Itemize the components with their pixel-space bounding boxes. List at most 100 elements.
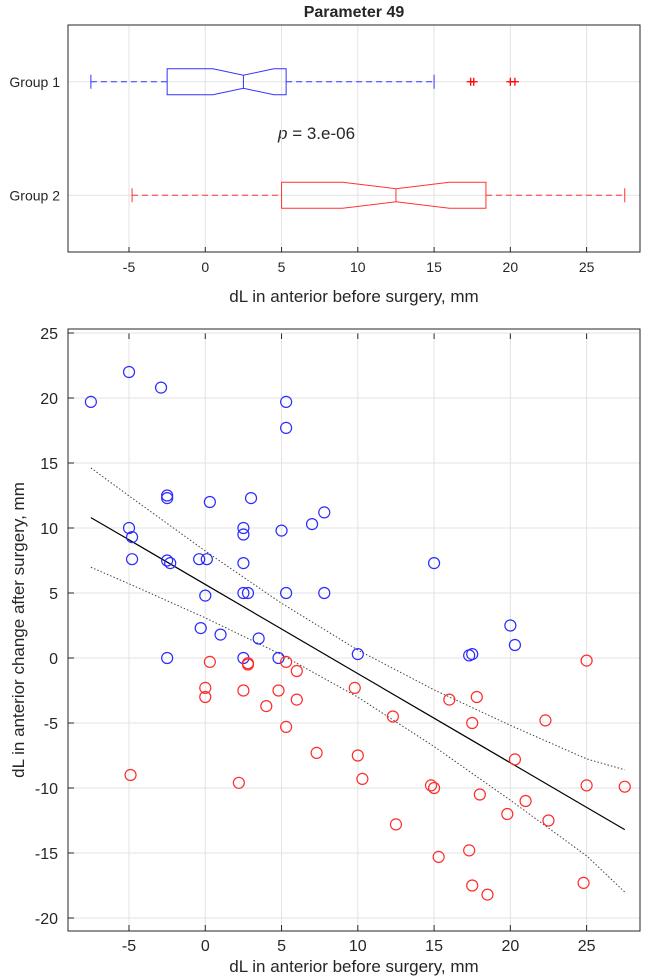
group1-point — [237, 521, 250, 535]
group1-point — [504, 619, 517, 632]
group2-point — [351, 749, 364, 762]
group1-point — [122, 521, 136, 535]
scatter-x-tick-label: 0 — [201, 938, 210, 955]
box-group-label: Group 1 — [9, 74, 60, 90]
group2-point — [618, 780, 631, 793]
group1-point — [237, 586, 250, 600]
group2-point — [542, 814, 555, 827]
outlier-marker — [510, 77, 519, 86]
group1-point — [280, 586, 293, 600]
box-x-tick-label: -5 — [123, 259, 136, 275]
group1-point — [244, 492, 258, 505]
group1-point — [280, 395, 293, 408]
scatter-x-tick-label: 10 — [349, 938, 367, 955]
group1-point — [161, 492, 174, 505]
box-x-tick-label: 15 — [426, 259, 442, 275]
group1-point — [280, 421, 293, 434]
scatter-y-tick-label: -10 — [35, 781, 58, 798]
group2-point — [508, 753, 522, 766]
scatter-xlabel: dL in anterior before surgery, mm — [229, 957, 478, 976]
group2-point — [124, 768, 137, 782]
outlier-marker — [469, 77, 478, 86]
box-title: Parameter 49 — [304, 4, 405, 21]
box-x-tick-label: 20 — [503, 259, 519, 275]
group2-point — [443, 693, 456, 706]
scatter-x-tick-label: -5 — [122, 938, 136, 955]
group2-point — [481, 888, 494, 901]
scatter-x-tick-label: 15 — [425, 938, 443, 955]
group1-point — [193, 553, 206, 566]
group2-point — [427, 781, 441, 795]
group2-point — [501, 807, 514, 821]
scatter-x-tick-label: 25 — [578, 938, 596, 955]
group2-point — [424, 779, 438, 792]
box-group-label: Group 2 — [9, 187, 60, 203]
scatter-y-tick-label: 25 — [40, 326, 58, 343]
group1-point — [272, 651, 285, 665]
notched-box — [281, 181, 487, 209]
group2-point — [389, 818, 403, 831]
group2-point — [466, 716, 479, 730]
scatter-y-tick-label: -20 — [35, 911, 58, 928]
box-x-tick-label: 10 — [350, 259, 366, 275]
group1-point — [237, 528, 250, 541]
group2-point — [356, 772, 369, 786]
box-x-tick-label: 0 — [201, 259, 209, 275]
group2-point — [466, 879, 479, 892]
scatter-y-tick-label: 10 — [40, 521, 58, 538]
scatter-y-tick-label: 15 — [40, 456, 58, 473]
group2-point — [280, 655, 293, 669]
ci-upper-line — [90, 467, 625, 771]
box-xlabel: dL in anterior before surgery, mm — [229, 287, 478, 306]
group2-point — [241, 658, 255, 671]
group2-point — [473, 788, 486, 801]
group1-point — [305, 517, 319, 531]
box-x-tick-label: 5 — [278, 259, 286, 275]
group2-point — [386, 710, 399, 723]
group1-point — [154, 381, 168, 394]
group2-point — [580, 779, 593, 792]
group1-point — [427, 556, 441, 570]
group2-point — [577, 876, 590, 890]
scatter-x-tick-label: 20 — [501, 938, 519, 955]
group1-point — [214, 628, 227, 641]
group1-point — [203, 495, 216, 509]
group1-point — [252, 632, 265, 645]
group1-point — [318, 506, 331, 519]
group1-point — [161, 651, 174, 665]
group1-point — [241, 586, 255, 600]
group1-point — [275, 524, 288, 537]
group1-point — [466, 647, 479, 661]
group1-point — [161, 554, 174, 567]
scatter-y-tick-label: -15 — [35, 846, 58, 863]
group2-point — [237, 684, 250, 697]
group1-point — [125, 530, 139, 544]
group2-point — [539, 714, 552, 727]
scatter-y-tick-label: -5 — [44, 716, 58, 733]
group2-point — [260, 699, 273, 713]
group1-point — [199, 589, 212, 602]
box-x-tick-label: 25 — [579, 259, 595, 275]
scatter-y-tick-label: 0 — [49, 651, 58, 668]
group1-point — [237, 556, 250, 570]
group1-point — [194, 621, 207, 635]
group2-point — [290, 693, 303, 706]
group1-point — [84, 395, 97, 408]
p-value: = 3.e-06 — [287, 124, 355, 143]
group2-point — [348, 681, 361, 695]
group2-point — [290, 664, 303, 678]
group1-point — [161, 489, 174, 502]
group2-point — [580, 654, 593, 667]
scatter-ylabel: dL in anterior change after surgery, mm — [9, 482, 28, 778]
group2-point — [310, 746, 323, 760]
group2-point — [199, 690, 212, 704]
group2-point — [280, 720, 293, 734]
notched-box — [166, 68, 287, 96]
group2-point — [232, 776, 245, 789]
regression-line — [90, 517, 626, 831]
group1-point — [318, 586, 331, 600]
group1-point — [122, 365, 136, 379]
p-symbol: p — [277, 124, 287, 143]
group1-point — [200, 553, 213, 566]
